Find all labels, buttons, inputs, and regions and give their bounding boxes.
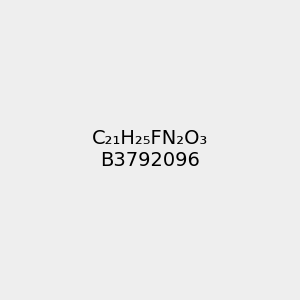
Text: C₂₁H₂₅FN₂O₃
B3792096: C₂₁H₂₅FN₂O₃ B3792096 bbox=[92, 130, 208, 170]
